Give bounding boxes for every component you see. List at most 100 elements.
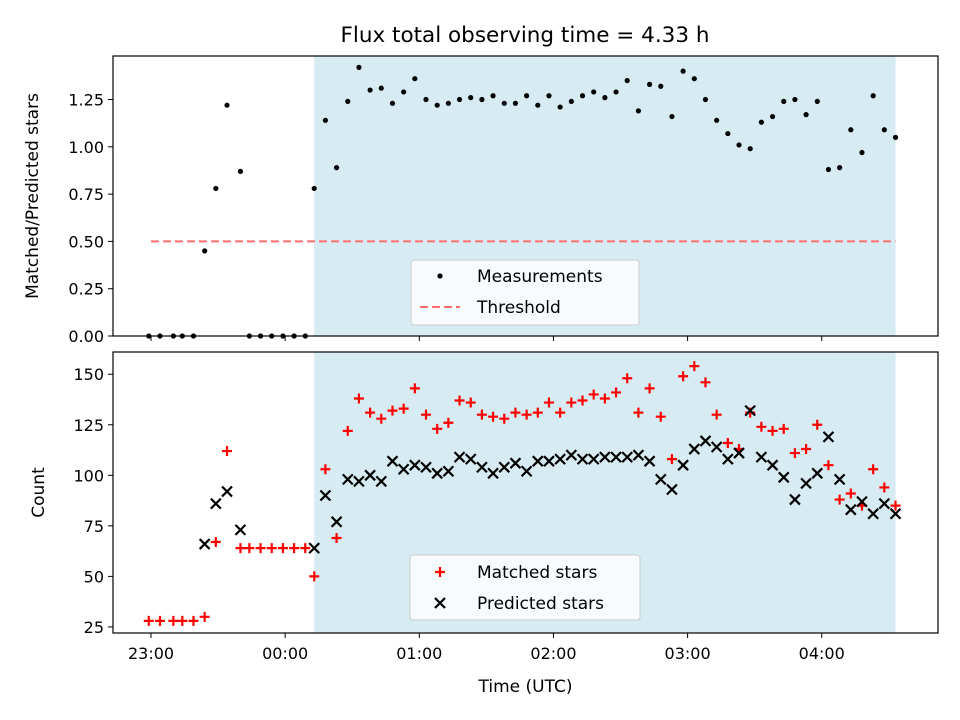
measurement-point <box>658 83 664 89</box>
predicted-star-point <box>221 485 233 498</box>
predicted-star-point <box>666 483 678 496</box>
matched-star-point <box>235 543 246 554</box>
matched-star-point <box>320 464 331 475</box>
matched-star-point <box>465 397 476 408</box>
predicted-star-point <box>822 431 835 443</box>
predicted-star-point <box>867 507 879 520</box>
predicted-star-point <box>878 497 891 510</box>
predicted-star-point <box>453 451 466 463</box>
measurement-point <box>524 93 530 99</box>
matched-star-point <box>309 571 320 582</box>
predicted-star-point <box>833 473 846 486</box>
predicted-star-point <box>710 441 723 453</box>
predicted-star-point <box>755 451 768 463</box>
measurement-point <box>635 108 642 114</box>
measurement-point <box>237 168 244 175</box>
x-tick-label: 00:00 <box>262 644 308 663</box>
matched-star-point <box>244 543 255 554</box>
measurement-point <box>792 96 798 103</box>
matched-star-point <box>199 611 210 622</box>
measurement-point <box>624 77 630 84</box>
predicted-star-point <box>420 461 432 474</box>
predicted-star-point <box>554 453 566 465</box>
measurement-point <box>825 166 832 173</box>
matched-star-point <box>879 482 890 493</box>
matched-star-point <box>868 464 879 475</box>
matched-star-point <box>711 409 722 420</box>
legend-marker-measurements <box>437 273 443 279</box>
bottom-y-tick-label: 75 <box>84 517 104 536</box>
matched-star-point <box>510 407 521 418</box>
matched-star-point <box>532 407 543 418</box>
matched-star-point <box>812 419 823 430</box>
matched-star-point <box>210 537 221 548</box>
measurement-point <box>356 64 362 70</box>
predicted-star-point <box>576 453 589 465</box>
measurement-point <box>758 119 764 125</box>
measurement-point <box>423 96 429 103</box>
bottom-panel: 25 50 75 100 125 150 23:00 00:00 01:00 02:00 03:0… <box>29 351 939 697</box>
matched-star-point <box>398 403 409 414</box>
predicted-star-point <box>889 507 902 520</box>
measurement-point <box>378 85 384 91</box>
bottom-y-ticks: 25 50 75 100 125 150 <box>73 365 113 637</box>
bottom-axes-frame <box>112 351 939 634</box>
legend-x-marker <box>434 597 446 609</box>
measurement-point <box>468 95 474 101</box>
predicted-star-point <box>777 471 790 484</box>
predicted-star-point <box>654 473 667 486</box>
predicted-star-point <box>330 516 343 528</box>
bottom-x-ticks: 23:00 00:00 01:00 02:00 03:00 04:00 <box>128 633 845 663</box>
measurement-point <box>714 117 720 123</box>
predicted-star-point <box>442 465 455 478</box>
chart-title: Flux total observing time = 4.33 h <box>341 23 710 48</box>
predicted-star-point <box>476 461 488 474</box>
measurement-point <box>691 76 697 82</box>
bottom-y-tick-label: 125 <box>73 416 104 435</box>
predicted-star-point <box>386 455 399 467</box>
top-legend: Measurements Threshold <box>410 259 640 326</box>
measurement-point <box>568 98 574 105</box>
measurement-point <box>557 104 563 110</box>
matched-star-point <box>168 615 179 626</box>
matched-star-point <box>521 409 532 420</box>
matched-star-point <box>222 446 233 457</box>
matched-star-point <box>577 395 588 406</box>
predicted-star-point <box>733 447 745 459</box>
legend-plus-marker <box>435 567 445 577</box>
legend-marker-predicted <box>434 597 446 609</box>
measurement-point <box>412 76 418 82</box>
predicted-star-point <box>341 473 354 486</box>
measurement-point <box>224 102 230 108</box>
top-y-axis-label: Matched/Predicted stars <box>23 93 43 299</box>
x-axis-label: Time (UTC) <box>478 677 573 697</box>
predicted-star-point <box>319 489 332 502</box>
predicted-star-point <box>543 455 555 467</box>
measurement-point <box>781 98 787 105</box>
matched-star-point <box>599 393 610 404</box>
matched-star-point <box>611 387 622 398</box>
measurement-point <box>501 100 507 106</box>
legend-marker-matched <box>435 567 445 577</box>
measurement-point <box>389 100 396 106</box>
matched-star-point <box>678 371 689 382</box>
matched-star-point <box>756 421 767 432</box>
predicted-star-point <box>532 455 544 467</box>
x-tick-label: 01:00 <box>396 644 442 663</box>
x-tick-label: 03:00 <box>665 644 711 663</box>
matched-star-point <box>823 460 834 471</box>
measurement-point <box>736 142 742 148</box>
matched-star-point <box>778 423 789 434</box>
matched-star-point <box>666 454 677 465</box>
matched-star-point <box>722 437 733 448</box>
measurement-point <box>535 102 541 108</box>
measurement-point <box>881 127 887 133</box>
bottom-y-tick-label: 100 <box>73 466 104 485</box>
matched-star-point <box>177 615 188 626</box>
measurement-point <box>702 96 709 103</box>
predicted-star-point <box>610 451 622 463</box>
matched-star-point <box>387 405 398 416</box>
measurement-point <box>803 112 809 118</box>
measurement-point <box>546 93 552 99</box>
